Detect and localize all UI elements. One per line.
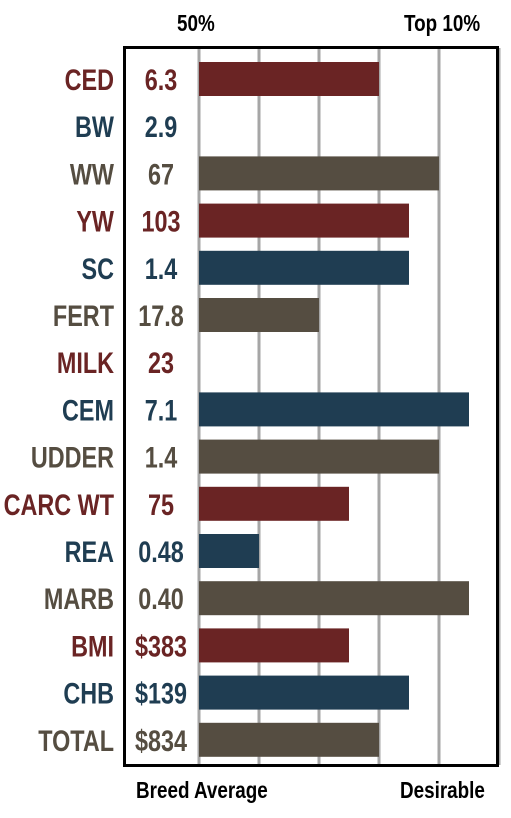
bar-total (199, 722, 379, 757)
trait-label: CED (65, 63, 114, 96)
bar-sc (199, 250, 409, 285)
trait-label: UDDER (31, 441, 114, 474)
bottom-right-axis-label: Desirable (400, 777, 485, 803)
trait-label: CARC WT (4, 488, 115, 521)
trait-label: CEM (62, 394, 114, 427)
trait-value-label: 103 (141, 205, 180, 238)
trait-value-label: 0.48 (138, 535, 184, 568)
trait-value-label: 75 (148, 488, 174, 521)
trait-value-label: $834 (135, 724, 187, 757)
bar-chb (199, 675, 409, 710)
trait-label: YW (76, 205, 114, 238)
bar-yw (199, 203, 409, 238)
trait-value-label: 0.40 (138, 582, 184, 615)
trait-value-label: 6.3 (145, 63, 178, 96)
bottom-left-axis-label: Breed Average (136, 777, 268, 803)
bar-fert (199, 298, 319, 332)
trait-value-label: 1.4 (145, 252, 178, 285)
trait-label: BMI (71, 630, 114, 663)
trait-label: WW (70, 158, 115, 191)
trait-label: MILK (57, 346, 115, 379)
chart-frame (123, 46, 499, 767)
bar-marb (199, 581, 469, 616)
bar-ww (199, 156, 439, 191)
top-left-axis-label: 50% (177, 10, 215, 36)
trait-value-label: 17.8 (138, 299, 184, 332)
trait-label: TOTAL (38, 724, 114, 757)
trait-label: REA (65, 535, 114, 568)
bar-cem (199, 392, 469, 427)
bar-ced (199, 62, 379, 96)
trait-label: FERT (53, 299, 115, 332)
bar-bmi (199, 628, 349, 663)
trait-value-label: 7.1 (145, 394, 178, 427)
trait-label: SC (82, 252, 114, 285)
trait-value-label: $139 (135, 677, 187, 710)
trait-value-label: $383 (135, 630, 187, 663)
bar-carc-wt (199, 486, 349, 521)
trait-label: BW (75, 110, 115, 143)
trait-value-label: 23 (148, 346, 174, 379)
trait-value-label: 1.4 (145, 441, 178, 474)
trait-value-label: 67 (148, 158, 174, 191)
trait-label: MARB (44, 582, 114, 615)
top-right-axis-label: Top 10% (404, 10, 481, 36)
bar-rea (199, 534, 259, 568)
trait-label: CHB (63, 677, 114, 710)
trait-value-label: 2.9 (145, 110, 178, 143)
bar-udder (199, 439, 439, 474)
